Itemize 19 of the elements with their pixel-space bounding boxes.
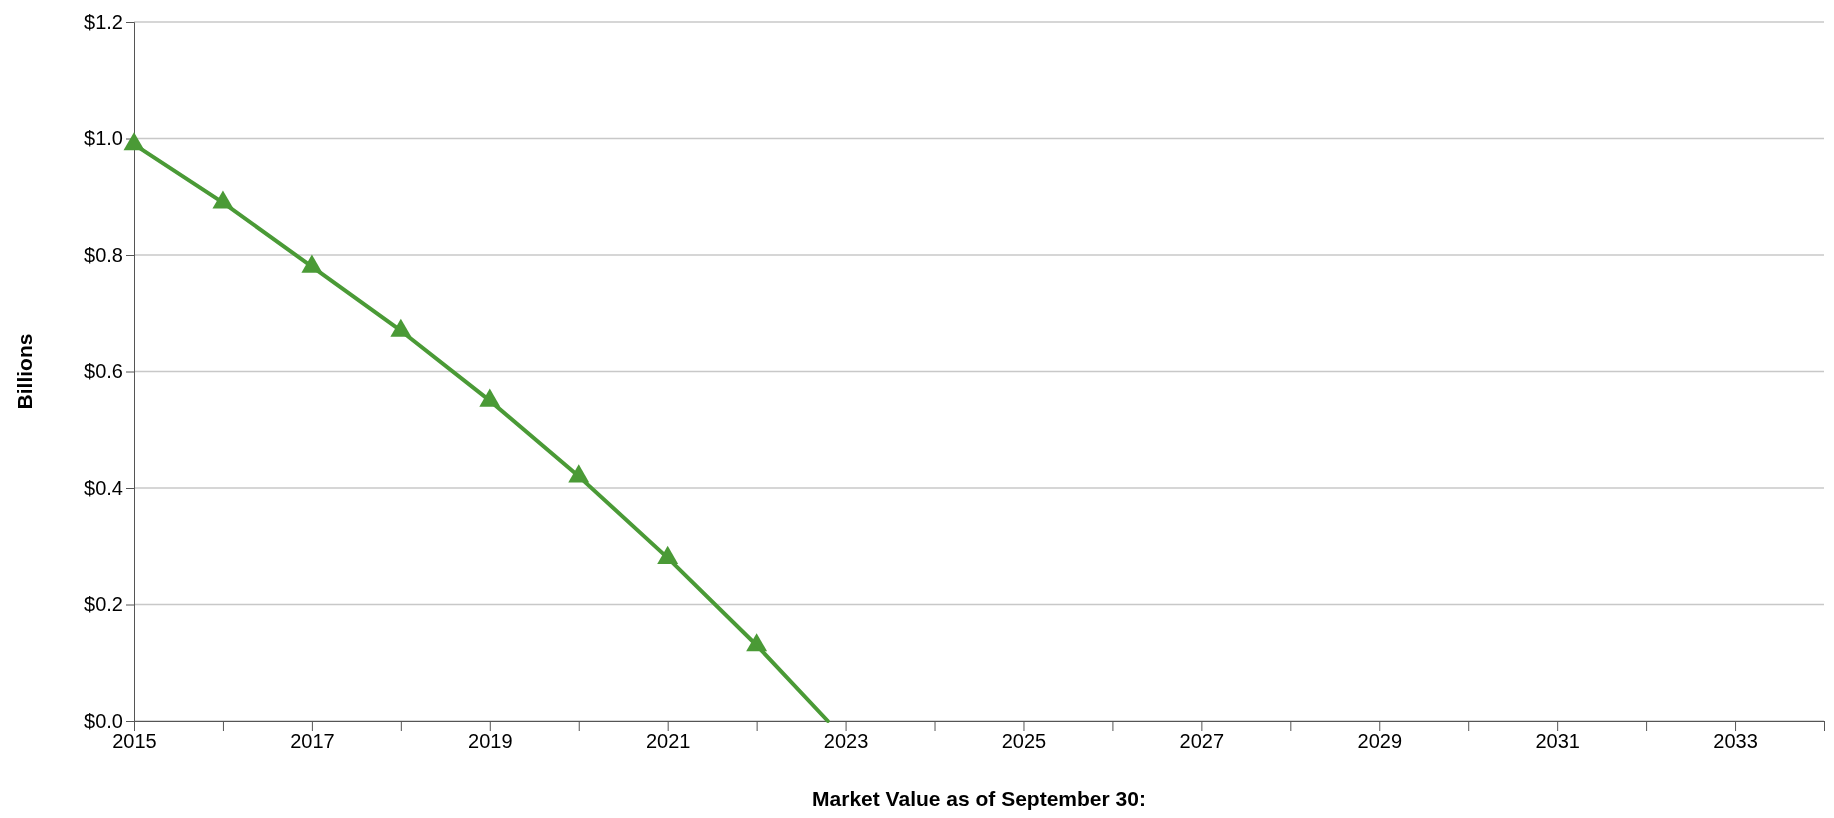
x-tick-label: 2023 <box>823 730 869 753</box>
y-tick-label: $0.6 <box>84 360 123 383</box>
y-tick-label: $0.8 <box>84 243 123 266</box>
x-tick-label: 2015 <box>112 730 157 753</box>
y-tick-label: $0.2 <box>84 593 123 616</box>
y-tick-label: $1.0 <box>84 127 123 150</box>
x-axis-title: Market Value as of September 30: <box>812 787 1146 810</box>
y-tick-label: $0.4 <box>84 476 123 499</box>
y-axis-title: Billions <box>13 333 36 410</box>
x-tick-label: 2021 <box>645 730 691 753</box>
y-tick-label: $0.0 <box>84 709 123 732</box>
x-tick-label: 2019 <box>468 730 513 753</box>
y-tick-label: $1.2 <box>84 10 123 33</box>
x-tick-label: 2017 <box>290 730 335 753</box>
x-tick-label: 2033 <box>1713 730 1758 753</box>
x-tick-label: 2025 <box>1001 730 1047 753</box>
x-tick-label: 2031 <box>1535 730 1580 753</box>
x-tick-label: 2029 <box>1357 730 1403 753</box>
x-tick-label: 2027 <box>1179 730 1225 753</box>
